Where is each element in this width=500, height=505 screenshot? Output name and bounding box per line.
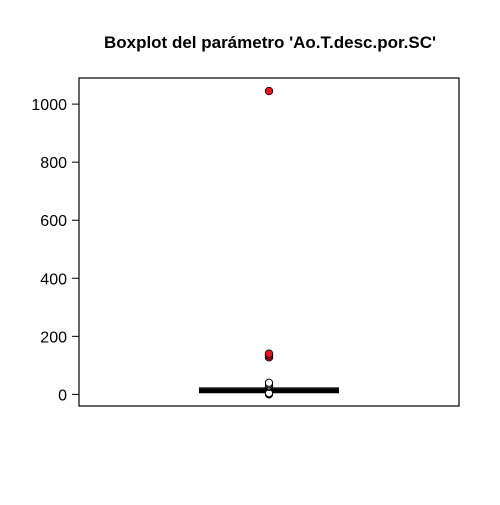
- y-tick-label: 200: [40, 329, 67, 346]
- y-tick-label: 800: [40, 155, 67, 172]
- extreme-outlier-point: [264, 86, 274, 96]
- extreme-outlier-point: [264, 349, 274, 358]
- outlier-point: [264, 378, 274, 387]
- outlier-points: [264, 86, 274, 399]
- y-tick-label: 0: [58, 387, 67, 404]
- y-tick-label: 600: [40, 213, 67, 230]
- y-axis: 0 200 400 600 800 1000: [31, 97, 80, 404]
- y-tick-label: 1000: [31, 97, 67, 114]
- y-tick-label: 400: [40, 271, 67, 288]
- chart-title: Boxplot del parámetro 'Ao.T.desc.por.SC': [104, 33, 436, 52]
